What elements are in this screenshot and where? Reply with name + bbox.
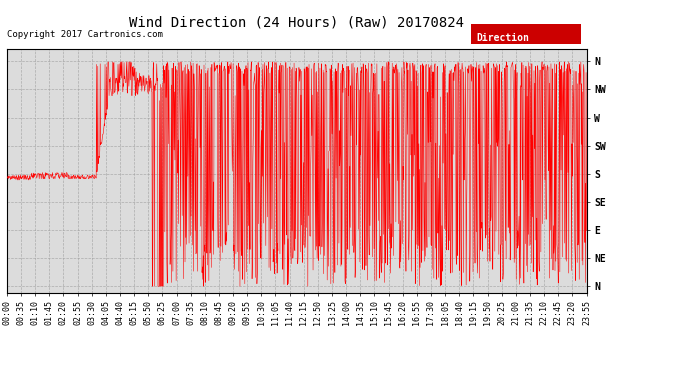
- Text: Direction: Direction: [476, 33, 529, 43]
- Text: Wind Direction (24 Hours) (Raw) 20170824: Wind Direction (24 Hours) (Raw) 20170824: [129, 15, 464, 29]
- Text: Copyright 2017 Cartronics.com: Copyright 2017 Cartronics.com: [7, 30, 163, 39]
- FancyBboxPatch shape: [471, 24, 581, 44]
